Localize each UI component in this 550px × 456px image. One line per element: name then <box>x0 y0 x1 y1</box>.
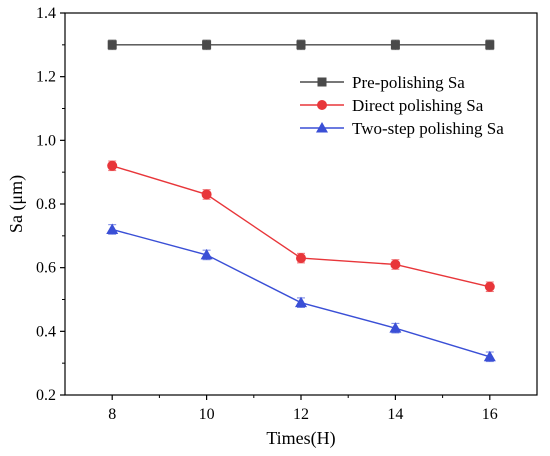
series-line <box>111 165 490 288</box>
x-axis-title: Times(H) <box>266 428 335 449</box>
y-tick-label: 0.6 <box>36 260 56 277</box>
legend-label: Pre-polishing Sa <box>352 73 465 92</box>
series-layer <box>106 39 496 363</box>
y-axis-title: Sa (μm) <box>6 175 27 233</box>
x-tick-label: 16 <box>482 406 498 423</box>
data-point <box>390 259 401 270</box>
y-tick-label: 0.2 <box>36 387 56 404</box>
y-tick-label: 1.2 <box>36 69 56 86</box>
series-2 <box>107 160 495 293</box>
y-tick-label: 0.8 <box>36 196 56 213</box>
data-point <box>485 40 495 50</box>
legend-marker <box>316 122 328 133</box>
y-tick-label: 1.4 <box>36 5 56 22</box>
data-point <box>202 40 212 50</box>
legend-label: Direct polishing Sa <box>352 96 484 115</box>
x-tick-label: 12 <box>293 406 309 423</box>
x-tick-label: 8 <box>108 406 116 423</box>
data-point <box>200 248 213 260</box>
legend-marker <box>317 100 327 110</box>
data-point <box>107 160 118 171</box>
legend-item-2: Direct polishing Sa <box>300 96 484 115</box>
data-point <box>295 296 307 308</box>
y-tick-label: 1.0 <box>36 132 56 149</box>
series-3 <box>106 223 496 363</box>
data-point <box>107 40 117 50</box>
data-point <box>296 253 306 264</box>
data-point <box>296 40 306 50</box>
x-tick-label: 10 <box>199 406 215 423</box>
data-point <box>201 189 212 200</box>
axes-layer: 8 10 12 14 16 0.2 0.4 0.6 0.8 1.0 1.2 1.4 <box>36 5 538 423</box>
series-line <box>112 228 491 358</box>
y-tick-label: 0.4 <box>36 323 56 340</box>
data-point <box>390 40 400 50</box>
data-point <box>389 322 402 333</box>
data-point <box>484 281 495 292</box>
legend-label: Two-step polishing Sa <box>352 119 504 138</box>
x-tick-label: 14 <box>387 406 403 423</box>
data-point <box>106 223 119 234</box>
legend-item-1: Pre-polishing Sa <box>300 73 465 92</box>
data-point <box>483 350 496 362</box>
plot-frame <box>64 12 538 396</box>
legend-marker <box>317 77 327 87</box>
series-1 <box>107 39 495 51</box>
legend-item-3: Two-step polishing Sa <box>300 119 504 138</box>
legend: Pre-polishing Sa Direct polishing Sa Two-s… <box>300 73 504 138</box>
